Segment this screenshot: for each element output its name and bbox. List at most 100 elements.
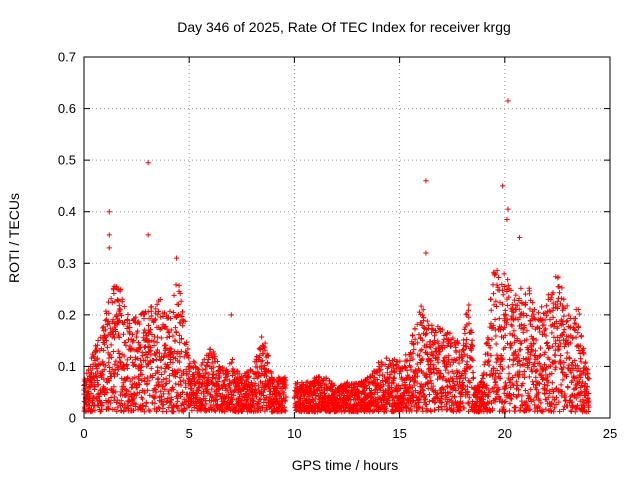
data-point bbox=[161, 376, 167, 383]
data-point bbox=[158, 335, 164, 341]
data-point bbox=[170, 386, 176, 392]
data-point bbox=[461, 337, 467, 343]
data-point bbox=[473, 402, 480, 409]
data-point bbox=[206, 371, 212, 377]
data-point bbox=[520, 310, 526, 316]
data-point bbox=[91, 379, 97, 385]
data-point bbox=[210, 371, 217, 377]
data-point bbox=[505, 282, 511, 288]
data-point bbox=[441, 374, 447, 380]
data-point bbox=[556, 399, 562, 405]
data-point bbox=[529, 323, 535, 330]
data-point bbox=[115, 348, 121, 354]
data-point bbox=[484, 340, 490, 346]
data-point bbox=[512, 349, 519, 355]
data-point bbox=[168, 397, 175, 403]
data-point bbox=[319, 389, 325, 396]
data-point bbox=[176, 332, 182, 338]
data-point bbox=[522, 401, 528, 407]
data-point bbox=[563, 319, 570, 325]
data-point bbox=[152, 395, 158, 401]
data-point bbox=[121, 383, 127, 389]
data-point bbox=[519, 398, 525, 404]
data-point bbox=[517, 369, 523, 375]
data-point bbox=[170, 309, 177, 316]
data-point bbox=[175, 301, 182, 308]
data-point bbox=[263, 394, 270, 400]
data-point bbox=[183, 367, 189, 373]
data-point bbox=[460, 375, 466, 382]
data-point bbox=[95, 369, 101, 375]
data-point bbox=[141, 311, 148, 317]
data-point bbox=[93, 348, 99, 355]
data-point bbox=[133, 401, 139, 407]
data-point bbox=[581, 351, 587, 357]
data-point bbox=[555, 274, 561, 280]
data-point bbox=[528, 386, 534, 392]
data-point bbox=[178, 403, 184, 409]
data-point bbox=[459, 358, 465, 364]
data-point bbox=[255, 369, 261, 375]
data-point bbox=[576, 365, 582, 372]
data-point bbox=[499, 287, 506, 293]
data-point bbox=[434, 394, 440, 400]
data-point bbox=[313, 392, 319, 399]
data-point bbox=[578, 382, 585, 389]
data-point bbox=[456, 360, 462, 366]
data-point bbox=[106, 209, 112, 215]
data-point bbox=[579, 379, 586, 385]
data-point bbox=[504, 317, 510, 323]
data-point bbox=[92, 407, 98, 413]
data-point bbox=[257, 352, 263, 358]
data-point bbox=[294, 379, 301, 386]
data-point bbox=[207, 346, 213, 353]
data-point bbox=[217, 373, 223, 379]
data-point bbox=[550, 314, 556, 320]
data-point bbox=[559, 318, 565, 324]
data-point bbox=[135, 328, 141, 334]
data-point bbox=[402, 377, 408, 383]
data-point bbox=[475, 391, 481, 397]
data-point bbox=[553, 386, 559, 392]
data-point bbox=[564, 303, 570, 309]
data-point bbox=[528, 396, 534, 402]
data-point bbox=[511, 297, 518, 303]
data-point bbox=[416, 353, 423, 359]
data-point bbox=[469, 398, 476, 405]
data-point bbox=[503, 321, 510, 327]
data-point bbox=[282, 374, 288, 380]
data-point bbox=[481, 370, 487, 376]
data-point bbox=[433, 365, 439, 372]
data-point bbox=[502, 332, 508, 338]
y-tick-label: 0.1 bbox=[58, 359, 76, 374]
data-point bbox=[515, 352, 521, 358]
data-point bbox=[487, 389, 493, 395]
data-point bbox=[510, 316, 516, 322]
data-point bbox=[117, 359, 124, 365]
data-point bbox=[203, 401, 209, 407]
data-point bbox=[519, 393, 525, 399]
data-point bbox=[412, 336, 418, 342]
data-point bbox=[461, 351, 467, 357]
data-point bbox=[456, 349, 462, 355]
data-point bbox=[124, 325, 130, 332]
data-point bbox=[153, 370, 159, 376]
data-point bbox=[216, 390, 222, 397]
data-point bbox=[447, 343, 454, 350]
data-point bbox=[98, 334, 104, 340]
data-point bbox=[245, 370, 251, 376]
data-point bbox=[311, 383, 317, 389]
data-point bbox=[133, 363, 139, 370]
data-point bbox=[515, 392, 522, 398]
data-point bbox=[185, 346, 191, 352]
data-point bbox=[419, 347, 425, 353]
data-point bbox=[173, 381, 179, 387]
data-point bbox=[410, 356, 416, 362]
data-point bbox=[505, 364, 511, 370]
data-point bbox=[106, 378, 112, 384]
data-point bbox=[426, 391, 433, 398]
data-point bbox=[534, 367, 540, 373]
data-point bbox=[541, 322, 547, 328]
data-point bbox=[229, 356, 236, 363]
data-point bbox=[323, 375, 329, 381]
